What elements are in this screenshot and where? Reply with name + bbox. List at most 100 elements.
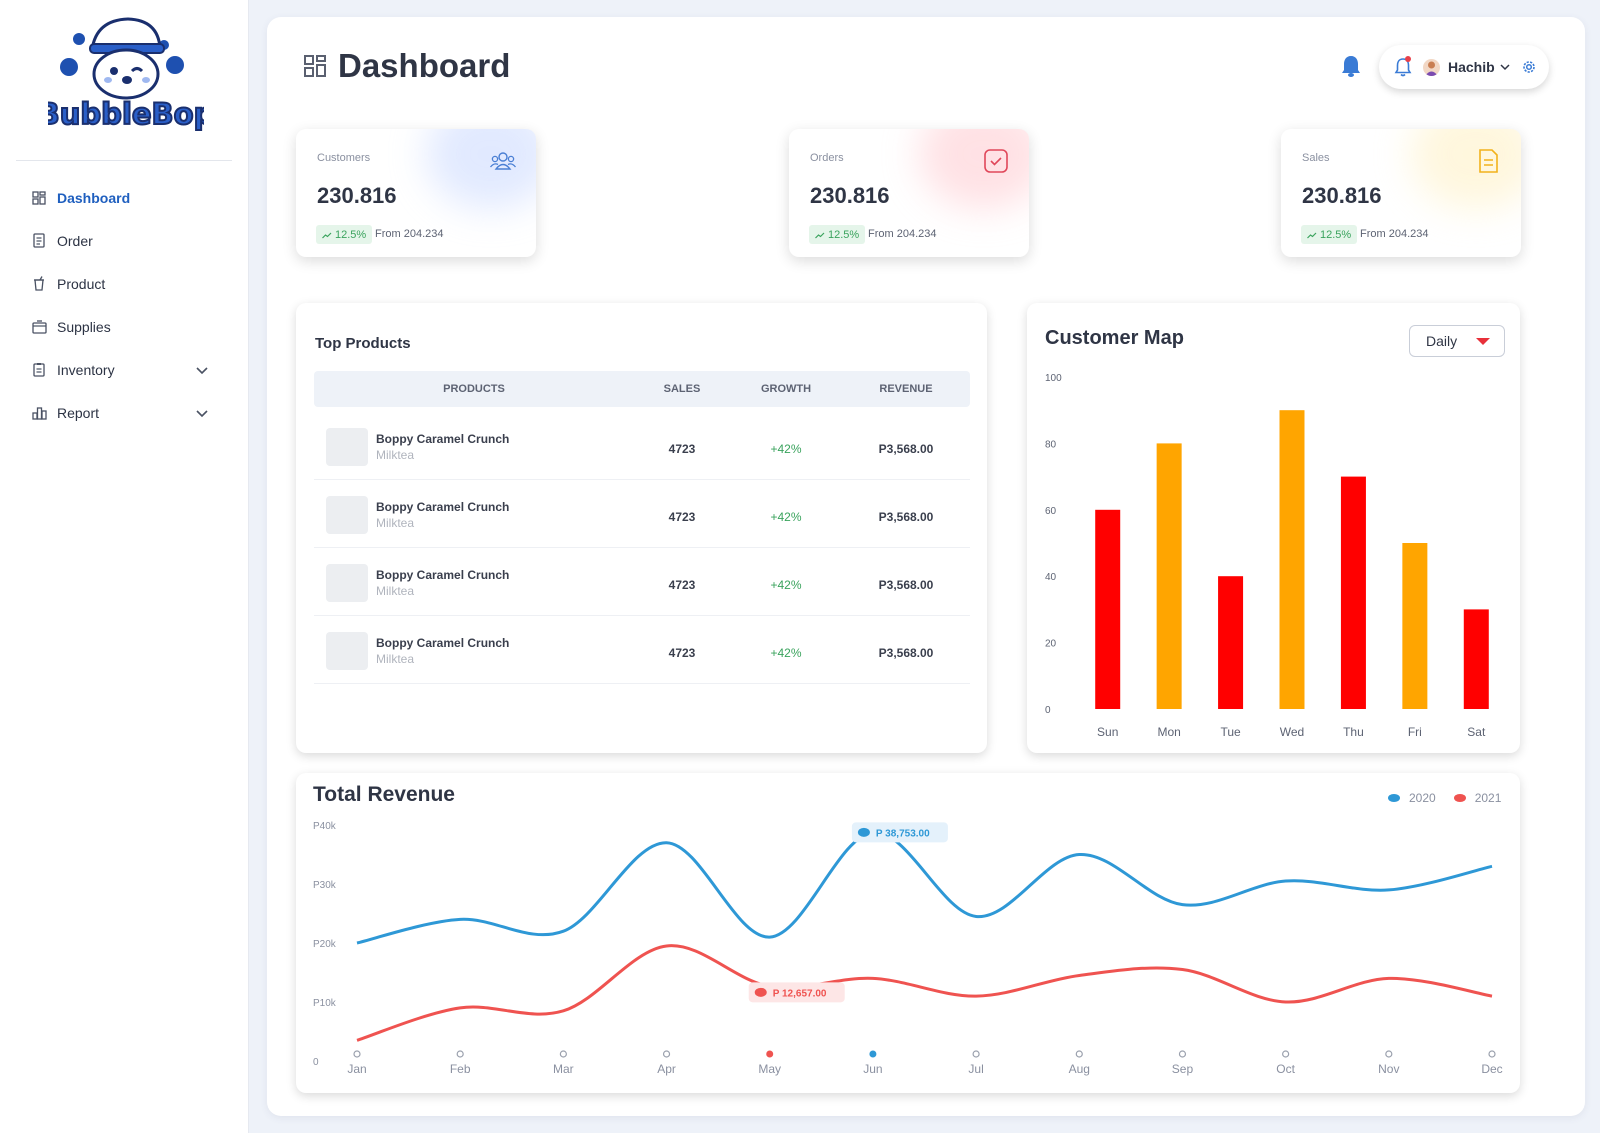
x-marker[interactable]	[1075, 1050, 1083, 1058]
table-row[interactable]: Boppy Caramel Crunch Milktea 4723 +42% P…	[314, 480, 970, 548]
legend-label: 2021	[1474, 791, 1502, 805]
sidebar-divider	[16, 160, 232, 161]
value-tooltip: P 12,657.00	[748, 982, 845, 1003]
x-marker[interactable]	[972, 1050, 980, 1058]
stat-card-orders[interactable]: Orders 230.816 12.5% From 204.234	[789, 129, 1029, 257]
table-row[interactable]: Boppy Caramel Crunch Milktea 4723 +42% P…	[314, 616, 970, 684]
clipboard-icon	[31, 362, 47, 378]
x-tick-label: May	[758, 1062, 781, 1076]
product-image-placeholder	[326, 496, 368, 534]
x-marker[interactable]	[353, 1050, 361, 1058]
x-marker[interactable]	[1385, 1050, 1393, 1058]
x-marker-active[interactable]	[869, 1050, 877, 1058]
product-sales: 4723	[668, 646, 696, 660]
period-select[interactable]: Daily	[1409, 325, 1505, 357]
sidebar-item-label: Order	[57, 232, 93, 249]
sidebar-item-dashboard[interactable]: Dashboard	[0, 176, 249, 219]
sidebar-item-label: Supplies	[57, 318, 111, 335]
product-category: Milktea	[376, 584, 415, 598]
x-tick-label: Jul	[968, 1062, 983, 1076]
sidebar-nav: Dashboard Order Product Supplies Invento…	[0, 176, 249, 434]
x-marker[interactable]	[662, 1050, 671, 1058]
caret-down-icon	[1476, 338, 1490, 345]
product-name: Boppy Caramel Crunch	[376, 500, 510, 514]
product-growth: +42%	[770, 646, 802, 660]
y-tick-label: 80	[1045, 439, 1057, 450]
user-menu[interactable]: Hachib	[1379, 45, 1549, 89]
y-tick-label: P20k	[313, 939, 337, 950]
bar[interactable]	[1279, 410, 1305, 709]
box-icon	[31, 319, 47, 335]
trend-up-icon	[1307, 232, 1317, 238]
series-line-2021[interactable]	[356, 944, 1493, 1042]
product-category: Milktea	[376, 652, 415, 666]
product-revenue: P3,568.00	[878, 646, 934, 660]
x-marker[interactable]	[456, 1050, 464, 1058]
series-line-2020[interactable]	[356, 830, 1493, 945]
x-marker-active[interactable]	[766, 1050, 774, 1058]
sidebar-item-product[interactable]: Product	[0, 262, 249, 305]
period-select-value: Daily	[1426, 333, 1458, 349]
sidebar-item-report[interactable]: Report	[0, 391, 249, 434]
card-glow	[426, 129, 536, 209]
product-revenue: P3,568.00	[878, 510, 934, 524]
bubblebop-logo[interactable]: BubbleBop	[48, 14, 204, 134]
total-revenue-title: Total Revenue	[313, 783, 455, 806]
bar[interactable]	[1402, 543, 1428, 709]
column-header-sales: SALES	[663, 383, 701, 395]
product-growth: +42%	[770, 442, 802, 456]
avatar[interactable]	[1423, 58, 1440, 76]
y-tick-label: 20	[1045, 639, 1057, 650]
legend-item[interactable]: 2020	[1388, 791, 1436, 805]
stat-card-customers[interactable]: Customers 230.816 12.5% From 204.234	[296, 129, 536, 257]
x-marker[interactable]	[1488, 1050, 1496, 1058]
x-tick-label: Dec	[1481, 1062, 1502, 1076]
x-tick-label: Mon	[1157, 725, 1180, 739]
growth-value: 12.5%	[828, 228, 860, 241]
card-glow	[1411, 129, 1521, 209]
tooltip-dot	[754, 987, 767, 997]
gear-icon[interactable]	[1521, 59, 1537, 75]
sidebar-item-supplies[interactable]: Supplies	[0, 305, 249, 348]
x-tick-label: Tue	[1220, 725, 1241, 739]
sidebar: BubbleBop Dashboard Order Product Suppl	[0, 0, 249, 1133]
stat-card-sales[interactable]: Sales 230.816 12.5% From 204.234	[1281, 129, 1521, 257]
stat-from: From 204.234	[375, 228, 444, 240]
legend-item[interactable]: 2021	[1453, 791, 1502, 805]
bar[interactable]	[1156, 443, 1182, 709]
bar[interactable]	[1340, 476, 1366, 709]
chevron-down-icon[interactable]	[194, 405, 210, 421]
x-tick-label: Wed	[1280, 725, 1304, 739]
table-row[interactable]: Boppy Caramel Crunch Milktea 4723 +42% P…	[314, 548, 970, 616]
bell-outline-icon[interactable]	[1394, 56, 1412, 77]
sidebar-item-order[interactable]: Order	[0, 219, 249, 262]
y-tick-label: P40k	[313, 821, 337, 832]
top-products-card: Top Products PRODUCTS SALES GROWTH REVEN…	[296, 303, 987, 753]
notification-bell-icon[interactable]	[1340, 54, 1362, 78]
bar[interactable]	[1218, 576, 1244, 709]
sidebar-item-inventory[interactable]: Inventory	[0, 348, 249, 391]
x-tick-label: Feb	[450, 1062, 471, 1076]
stat-label: Sales	[1302, 152, 1330, 164]
x-marker[interactable]	[559, 1050, 567, 1058]
user-name[interactable]: Hachib	[1448, 59, 1495, 75]
card-glow	[919, 129, 1029, 209]
x-tick-label: Sat	[1467, 725, 1486, 739]
customer-map-chart: 0 20 40 60 80 100 Sun Mon Tue Wed Thu Fri Sat	[1045, 373, 1489, 739]
x-tick-label: Fri	[1408, 725, 1422, 739]
product-sales: 4723	[668, 442, 696, 456]
x-marker[interactable]	[1178, 1050, 1187, 1058]
tooltip-dot	[857, 827, 870, 837]
chevron-down-icon[interactable]	[1499, 61, 1511, 73]
x-marker[interactable]	[1282, 1050, 1290, 1058]
bar[interactable]	[1095, 509, 1121, 709]
column-header-revenue: REVENUE	[879, 383, 933, 395]
chevron-down-icon[interactable]	[194, 362, 210, 378]
legend-label: 2020	[1409, 791, 1436, 805]
table-row[interactable]: Boppy Caramel Crunch Milktea 4723 +42% P…	[314, 412, 970, 480]
stat-label: Customers	[317, 152, 371, 164]
tooltip-label: P 12,657.00	[773, 988, 827, 999]
x-tick-label: Nov	[1378, 1062, 1399, 1076]
chart-legend: 2020 2021	[1388, 791, 1519, 805]
bar[interactable]	[1463, 609, 1489, 709]
